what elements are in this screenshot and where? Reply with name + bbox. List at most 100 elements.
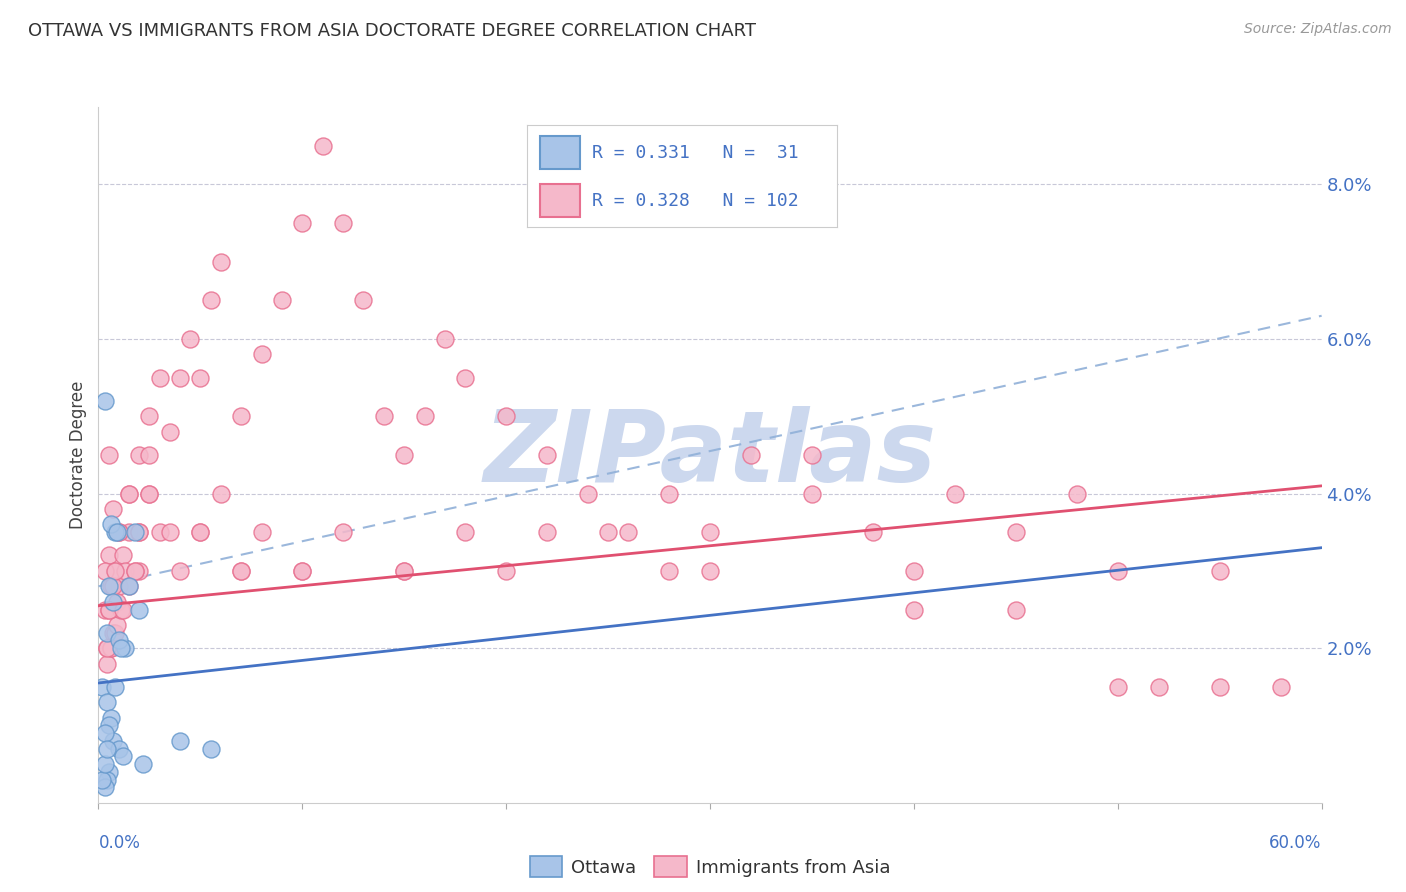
Point xyxy=(101,734,124,748)
Point xyxy=(658,564,681,578)
FancyBboxPatch shape xyxy=(540,136,579,169)
Point xyxy=(128,564,150,578)
Point xyxy=(536,448,558,462)
Point xyxy=(97,718,120,732)
Point xyxy=(200,741,222,756)
Point xyxy=(1107,680,1129,694)
Point xyxy=(169,734,191,748)
Point xyxy=(96,641,118,656)
Point xyxy=(128,525,150,540)
Point xyxy=(188,525,212,540)
Point xyxy=(291,564,314,578)
Point xyxy=(576,486,599,500)
Point xyxy=(97,448,120,462)
Point xyxy=(231,409,253,424)
Point xyxy=(96,657,118,671)
Point xyxy=(179,332,201,346)
Point xyxy=(100,517,122,532)
Point xyxy=(209,254,232,268)
Point xyxy=(100,641,122,656)
Point xyxy=(188,525,212,540)
Point xyxy=(699,564,721,578)
Point xyxy=(104,680,127,694)
Point xyxy=(128,602,150,616)
Point xyxy=(149,370,172,384)
Point xyxy=(97,579,120,593)
Point xyxy=(128,525,150,540)
Point xyxy=(1107,564,1129,578)
Point xyxy=(110,602,132,616)
Point xyxy=(97,549,120,563)
Point xyxy=(312,138,335,153)
Point xyxy=(1004,525,1026,540)
Point xyxy=(536,525,558,540)
Point xyxy=(903,602,925,616)
Legend: Ottawa, Immigrants from Asia: Ottawa, Immigrants from Asia xyxy=(523,849,897,884)
Point xyxy=(169,564,191,578)
Point xyxy=(118,525,141,540)
Point xyxy=(105,595,128,609)
Point xyxy=(903,564,925,578)
Point xyxy=(114,564,136,578)
Point xyxy=(943,486,966,500)
Point xyxy=(495,409,517,424)
Point xyxy=(101,625,124,640)
Point xyxy=(138,486,160,500)
Point xyxy=(332,525,354,540)
Point xyxy=(699,525,721,540)
Point xyxy=(97,602,120,616)
Point xyxy=(93,780,115,795)
Point xyxy=(93,757,115,772)
Point xyxy=(291,564,314,578)
Text: 60.0%: 60.0% xyxy=(1270,834,1322,852)
Point xyxy=(91,772,114,787)
Point xyxy=(114,641,136,656)
Point xyxy=(291,216,314,230)
Point xyxy=(373,409,395,424)
Point xyxy=(495,564,517,578)
Text: R = 0.328   N = 102: R = 0.328 N = 102 xyxy=(592,192,799,210)
Point xyxy=(104,564,127,578)
Point xyxy=(104,564,127,578)
Point xyxy=(1208,564,1232,578)
Text: ZIPatlas: ZIPatlas xyxy=(484,407,936,503)
Point xyxy=(392,448,416,462)
Point xyxy=(108,579,131,593)
Point xyxy=(188,370,212,384)
Point xyxy=(111,749,134,764)
Point xyxy=(596,525,619,540)
Point xyxy=(111,549,134,563)
Point xyxy=(104,525,127,540)
Point xyxy=(124,564,146,578)
Point xyxy=(801,486,824,500)
Point xyxy=(392,564,416,578)
Point xyxy=(96,625,118,640)
Point xyxy=(413,409,436,424)
Point xyxy=(352,293,374,308)
Point xyxy=(617,525,640,540)
Point xyxy=(97,764,120,779)
Point xyxy=(111,602,134,616)
Point xyxy=(200,293,222,308)
Point xyxy=(1066,486,1088,500)
Point xyxy=(96,695,118,709)
Point xyxy=(433,332,456,346)
Point xyxy=(862,525,884,540)
Point xyxy=(105,525,128,540)
Point xyxy=(101,502,124,516)
Point xyxy=(96,741,118,756)
Point xyxy=(101,595,124,609)
Point xyxy=(740,448,762,462)
Point xyxy=(104,625,127,640)
Point xyxy=(1270,680,1292,694)
Text: R = 0.331   N =  31: R = 0.331 N = 31 xyxy=(592,144,799,161)
Point xyxy=(392,564,416,578)
Point xyxy=(93,393,115,408)
Point xyxy=(93,726,115,740)
Y-axis label: Doctorate Degree: Doctorate Degree xyxy=(69,381,87,529)
Point xyxy=(454,525,477,540)
Point xyxy=(1004,602,1026,616)
Point xyxy=(105,618,128,632)
Point xyxy=(138,409,160,424)
Point xyxy=(124,564,146,578)
